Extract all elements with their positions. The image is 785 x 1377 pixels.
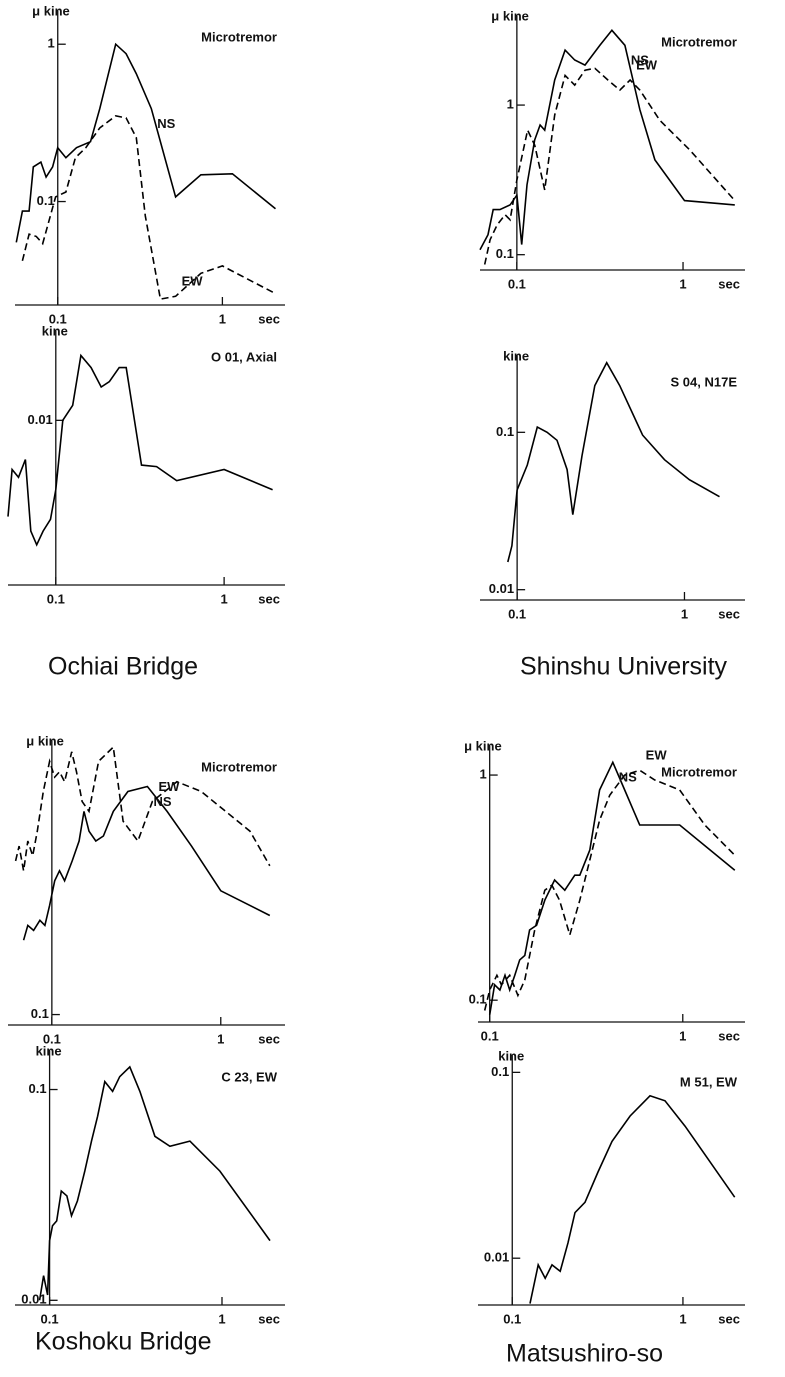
annotation: M 51, EW bbox=[680, 1074, 738, 1089]
x-tick-label: 0.1 bbox=[508, 606, 526, 621]
caption: Matsushiro-so bbox=[506, 1340, 663, 1368]
annotation: Microtremor bbox=[661, 764, 737, 779]
series-line bbox=[15, 42, 277, 243]
x-tick-label: 0.1 bbox=[43, 1031, 61, 1046]
x-tick-label: 1 bbox=[217, 1031, 224, 1046]
y-axis-label: μ kine bbox=[32, 3, 70, 18]
x-tick-label: 1 bbox=[679, 1311, 686, 1326]
x-tick-label: 0.1 bbox=[47, 591, 65, 606]
series-line bbox=[529, 1094, 736, 1304]
x-tick-label: 1 bbox=[679, 276, 686, 291]
series-label: NS bbox=[631, 53, 649, 68]
x-axis-label: sec bbox=[718, 606, 740, 621]
series-line bbox=[38, 1065, 271, 1301]
y-tick-label: 0.01 bbox=[489, 581, 514, 596]
x-tick-label: 1 bbox=[681, 606, 688, 621]
y-tick-label: 0.1 bbox=[37, 193, 55, 208]
annotation: Microtremor bbox=[661, 34, 737, 49]
y-axis-label: μ kine bbox=[26, 733, 64, 748]
x-axis-label: sec bbox=[258, 1031, 280, 1046]
series-line bbox=[507, 361, 720, 563]
y-tick-label: 0.01 bbox=[27, 412, 52, 427]
x-tick-label: 0.1 bbox=[508, 276, 526, 291]
annotation: Microtremor bbox=[201, 759, 277, 774]
y-axis-label: kine bbox=[36, 1043, 62, 1058]
y-axis-label: μ kine bbox=[491, 8, 529, 23]
caption: Koshoku Bridge bbox=[35, 1328, 212, 1356]
y-tick-label: 0.1 bbox=[496, 424, 514, 439]
annotation: C 23, EW bbox=[221, 1069, 277, 1084]
y-tick-label: 1 bbox=[48, 36, 55, 51]
series-line bbox=[14, 745, 271, 871]
annotation: S 04, N17E bbox=[671, 374, 738, 389]
series-label: NS bbox=[619, 770, 637, 785]
x-axis-label: sec bbox=[258, 311, 280, 326]
series-line bbox=[483, 769, 736, 1011]
series-line bbox=[7, 353, 273, 547]
y-tick-label: 0.01 bbox=[484, 1250, 509, 1265]
x-tick-label: 1 bbox=[220, 591, 227, 606]
y-axis-label: kine bbox=[498, 1048, 524, 1063]
series-label: EW bbox=[182, 274, 204, 289]
series-line bbox=[21, 115, 276, 301]
caption: Shinshu University bbox=[520, 653, 728, 681]
y-tick-label: 0.1 bbox=[491, 1064, 509, 1079]
x-axis-label: sec bbox=[258, 1311, 280, 1326]
y-axis-label: kine bbox=[42, 323, 68, 338]
x-axis-label: sec bbox=[258, 591, 280, 606]
series-line bbox=[488, 760, 736, 1016]
y-tick-label: 1 bbox=[479, 766, 486, 781]
series-line bbox=[483, 67, 736, 265]
caption: Ochiai Bridge bbox=[48, 653, 198, 681]
y-tick-label: 0.1 bbox=[496, 246, 514, 261]
x-axis-label: sec bbox=[718, 1311, 740, 1326]
series-label: EW bbox=[646, 748, 668, 763]
y-tick-label: 1 bbox=[507, 97, 514, 112]
x-axis-label: sec bbox=[718, 276, 740, 291]
annotation: Microtremor bbox=[201, 29, 277, 44]
series-line bbox=[22, 785, 271, 941]
annotation: O 01, Axial bbox=[211, 349, 277, 364]
x-tick-label: 0.1 bbox=[41, 1311, 59, 1326]
y-tick-label: 0.1 bbox=[31, 1006, 49, 1021]
series-line bbox=[479, 29, 735, 251]
series-label: EW bbox=[158, 779, 180, 794]
series-label: EW bbox=[636, 57, 658, 72]
x-tick-label: 0.1 bbox=[481, 1028, 499, 1043]
x-axis-label: sec bbox=[718, 1028, 740, 1043]
y-tick-label: 0.1 bbox=[469, 992, 487, 1007]
series-label: NS bbox=[157, 116, 175, 131]
y-axis-label: kine bbox=[503, 348, 529, 363]
x-tick-label: 0.1 bbox=[49, 311, 67, 326]
x-tick-label: 1 bbox=[219, 311, 226, 326]
y-axis-label: μ kine bbox=[464, 738, 502, 753]
series-label: NS bbox=[153, 794, 171, 809]
y-tick-label: 0.01 bbox=[21, 1292, 46, 1307]
y-tick-label: 0.1 bbox=[29, 1081, 47, 1096]
x-tick-label: 0.1 bbox=[503, 1311, 521, 1326]
x-tick-label: 1 bbox=[679, 1028, 686, 1043]
x-tick-label: 1 bbox=[218, 1311, 225, 1326]
